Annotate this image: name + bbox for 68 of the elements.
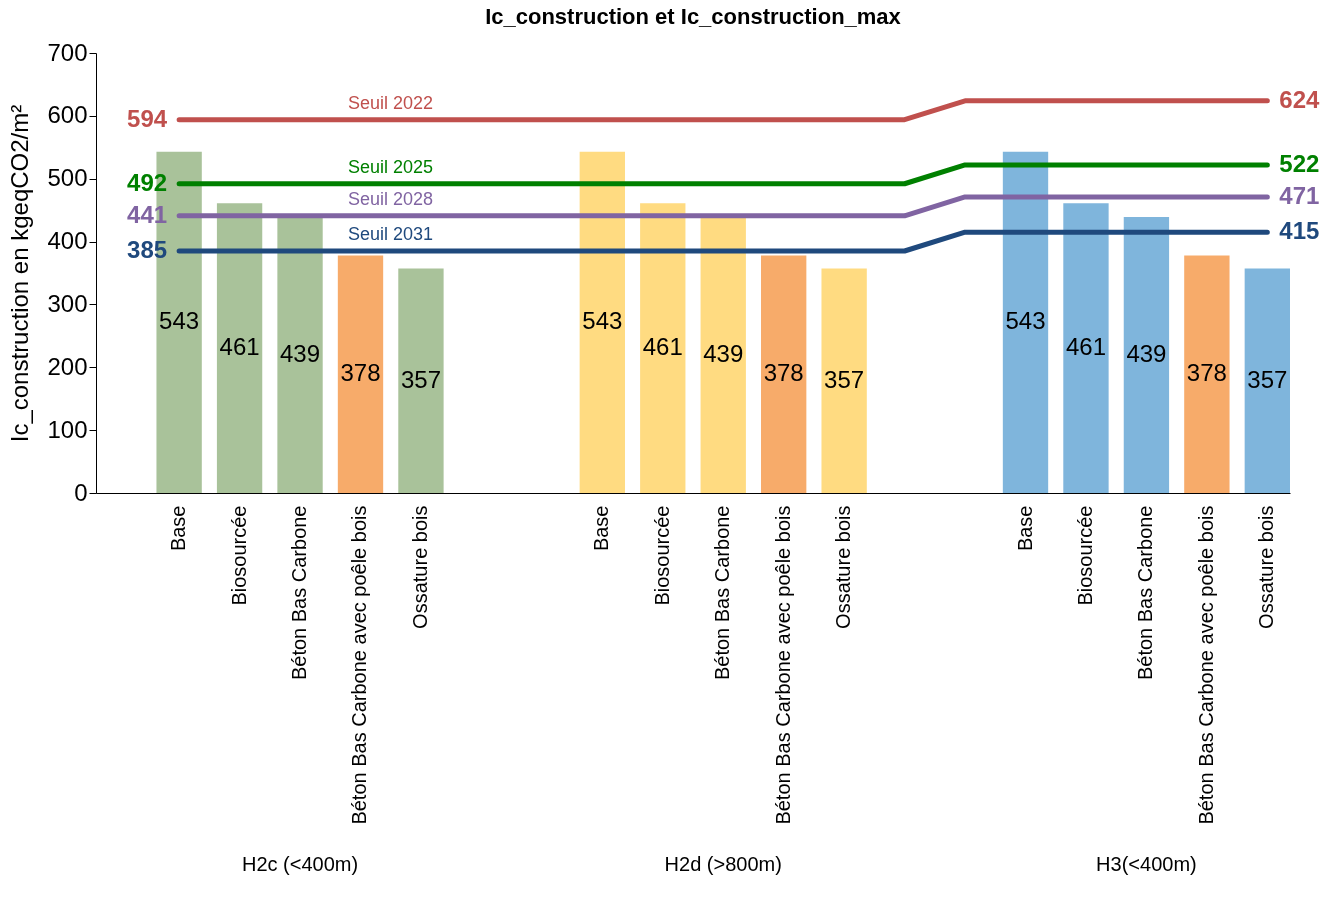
x-tick-label: Biosourcée [227, 505, 250, 606]
series-label: Seuil 2022 [347, 92, 434, 113]
data-label: 461 [642, 333, 683, 361]
bar [640, 203, 686, 493]
y-tick-label: 100 [47, 415, 88, 443]
data-label: 543 [159, 307, 200, 335]
bar [216, 203, 263, 493]
y-axis-title: Ic_construction en kgeqCO2/m² [6, 104, 34, 443]
x-tick-label: Ossature bois [1255, 505, 1278, 629]
x-tick-label: Béton Bas Carbone avec poêle bois [348, 505, 371, 825]
x-tick-label: Ossature bois [832, 505, 855, 629]
series-label: Seuil 2031 [347, 224, 434, 244]
data-label: 461 [219, 333, 260, 361]
data-label: 543 [1005, 307, 1046, 335]
bar [821, 268, 867, 493]
data-label: 357 [1247, 365, 1288, 393]
bar [277, 217, 323, 493]
bar [337, 255, 384, 493]
data-label: 439 [703, 340, 744, 368]
x-tick-label: Béton Bas Carbone avec poêle bois [1194, 505, 1217, 825]
y-tick-label: 400 [47, 227, 88, 255]
bar [1123, 217, 1170, 493]
x-tick-label: Ossature bois [408, 505, 431, 629]
series-label: Seuil 2028 [347, 188, 434, 209]
bar [700, 217, 746, 493]
x-tick-label: Base [167, 505, 190, 552]
data-label: 385 [127, 236, 168, 263]
chart-title: Ic_construction et Ic_construction_max [485, 4, 902, 29]
y-tick-label: 300 [47, 289, 88, 317]
bar [1002, 151, 1049, 493]
data-label: 415 [1279, 217, 1320, 245]
bar [1184, 255, 1230, 493]
x-tick-label: Béton Bas Carbone [1134, 505, 1157, 681]
x-tick-label: Béton Bas Carbone [711, 505, 734, 681]
y-tick-label: 700 [47, 38, 88, 66]
y-tick-label: 500 [47, 164, 88, 192]
data-label: 439 [280, 340, 321, 368]
x-tick-label: Base [590, 505, 613, 552]
data-label: 378 [340, 359, 381, 387]
x-tick-label: Biosourcée [650, 505, 673, 606]
series-label: Seuil 2025 [347, 156, 434, 177]
data-label: 543 [582, 307, 623, 335]
data-label: 471 [1279, 181, 1320, 209]
data-label: 357 [400, 365, 441, 393]
data-label: 357 [824, 365, 865, 393]
data-label: 378 [1186, 359, 1227, 387]
bar [761, 255, 807, 493]
x-tick-label: Biosourcée [1073, 505, 1096, 606]
bar [398, 268, 444, 493]
text: H2d (>800m) [664, 853, 782, 875]
data-label: 492 [127, 168, 168, 196]
data-label: 439 [1126, 340, 1167, 368]
x-tick-label: Base [1013, 505, 1036, 552]
data-label: 461 [1065, 333, 1106, 361]
bar [1063, 203, 1109, 493]
y-tick-label: 200 [47, 352, 88, 380]
x-tick-label: Béton Bas Carbone avec poêle bois [771, 505, 794, 825]
data-label: 594 [127, 104, 168, 132]
y-tick-label: 600 [47, 101, 88, 129]
data-label: 522 [1279, 149, 1320, 177]
y-tick-label: 0 [74, 478, 88, 506]
bar [1244, 268, 1290, 493]
text: H3(<400m) [1096, 853, 1197, 875]
bar [579, 151, 625, 493]
x-tick-label: Béton Bas Carbone [288, 505, 311, 681]
text: H2c (<400m) [241, 853, 359, 875]
data-label: 378 [763, 359, 804, 387]
data-label: 624 [1279, 85, 1321, 113]
